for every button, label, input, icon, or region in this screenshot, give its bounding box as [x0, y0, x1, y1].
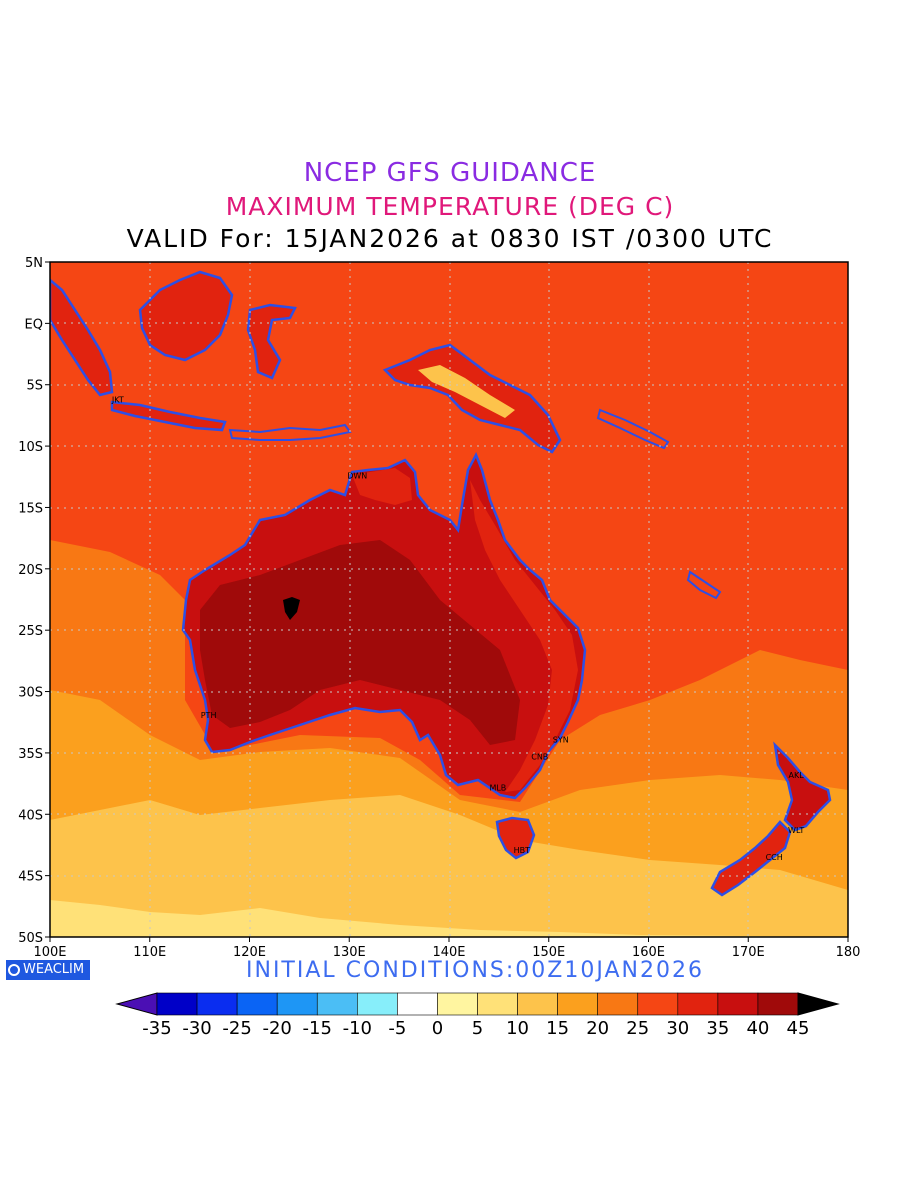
map-title-variable: MAXIMUM TEMPERATURE (DEG C)	[225, 192, 675, 221]
city-label: MLB	[489, 783, 506, 792]
java	[110, 400, 227, 432]
lat-tick-label: 30S	[18, 686, 43, 701]
lon-tick-label: 120E	[233, 945, 266, 960]
city-label: DWN	[347, 472, 367, 481]
sulawesi	[246, 303, 297, 380]
new-caledonia	[686, 570, 722, 600]
city-label: SYN	[553, 735, 569, 744]
colorbar-label: -25	[222, 1018, 251, 1039]
map-title-model: NCEP GFS GUIDANCE	[303, 158, 597, 188]
city-label: AKL	[789, 771, 805, 780]
colorbar-label: 10	[506, 1018, 529, 1039]
lat-tick-label: 15S	[18, 501, 43, 516]
initial-conditions: INITIAL CONDITIONS:00Z10JAN2026	[246, 958, 704, 983]
lat-tick-label: 40S	[18, 808, 43, 823]
logo-ring-icon	[8, 964, 20, 976]
lon-tick-label: 150E	[532, 945, 565, 960]
lon-tick-label: 110E	[133, 945, 166, 960]
lat-tick-label: EQ	[25, 317, 43, 332]
colorbar-label: 35	[706, 1018, 729, 1039]
colorbar-label: 5	[472, 1018, 483, 1039]
colorbar-label: 15	[546, 1018, 569, 1039]
lon-tick-label: 160E	[632, 945, 665, 960]
lon-tick-label: 180	[836, 945, 861, 960]
new-zealand-north-island	[773, 741, 832, 832]
lat-tick-label: 45S	[18, 870, 43, 885]
solomon-islands	[596, 408, 670, 450]
colorbar-label: 45	[787, 1018, 810, 1039]
colorbar-label: 30	[666, 1018, 689, 1039]
colorbar-label: 40	[746, 1018, 769, 1039]
city-label: CCH	[766, 853, 783, 862]
sumatra	[50, 278, 114, 397]
colorbar-label: -30	[182, 1018, 211, 1039]
city-label: WLT	[788, 826, 804, 835]
city-label: HBT	[514, 846, 531, 855]
map-field	[50, 262, 848, 937]
lat-tick-label: 5S	[26, 379, 43, 394]
city-labels: JKT DWN PTH SYN CNB MLB HBT AKL WLT CCH	[111, 395, 804, 862]
city-label: PTH	[201, 711, 217, 720]
lat-tick-label: 10S	[18, 440, 43, 455]
tasmania	[495, 816, 536, 860]
lon-tick-label: 140E	[432, 945, 465, 960]
lon-tick-label: 130E	[333, 945, 366, 960]
colorbar-label: -10	[343, 1018, 372, 1039]
map-title-valid-time: VALID For: 15JAN2026 at 0830 IST /0300 U…	[126, 224, 774, 253]
new-guinea-highlands	[418, 365, 515, 418]
australia-top-end-cooler	[352, 468, 412, 505]
logo-text: WEACLIM	[23, 962, 85, 977]
lon-tick-label: 100E	[33, 945, 66, 960]
colorbar-label: -5	[388, 1018, 406, 1039]
grid-lines	[50, 262, 848, 937]
colorbar-label: -35	[142, 1018, 171, 1039]
lat-tick-label: 5N	[25, 256, 43, 271]
lat-tick-label: 35S	[18, 747, 43, 762]
lat-tick-label: 25S	[18, 624, 43, 639]
australia-east-coast-cooler	[470, 480, 578, 792]
city-label: CNB	[531, 753, 548, 762]
borneo	[138, 270, 234, 362]
colorbar-label: -20	[262, 1018, 291, 1039]
colorbar-label: 0	[432, 1018, 443, 1039]
lon-tick-label: 170E	[732, 945, 765, 960]
lat-tick-label: 50S	[18, 931, 43, 946]
colorbar-label: -15	[303, 1018, 332, 1039]
weaclim-logo: WEACLIM	[6, 960, 91, 980]
colorbar-label: 20	[586, 1018, 609, 1039]
australia-hottest-core	[200, 540, 520, 745]
lat-tick-label: 20S	[18, 563, 43, 578]
new-zealand-south-island	[710, 820, 792, 897]
colorbar-label: 25	[626, 1018, 649, 1039]
lake-mackay	[283, 597, 300, 620]
city-label: JKT	[111, 395, 124, 404]
